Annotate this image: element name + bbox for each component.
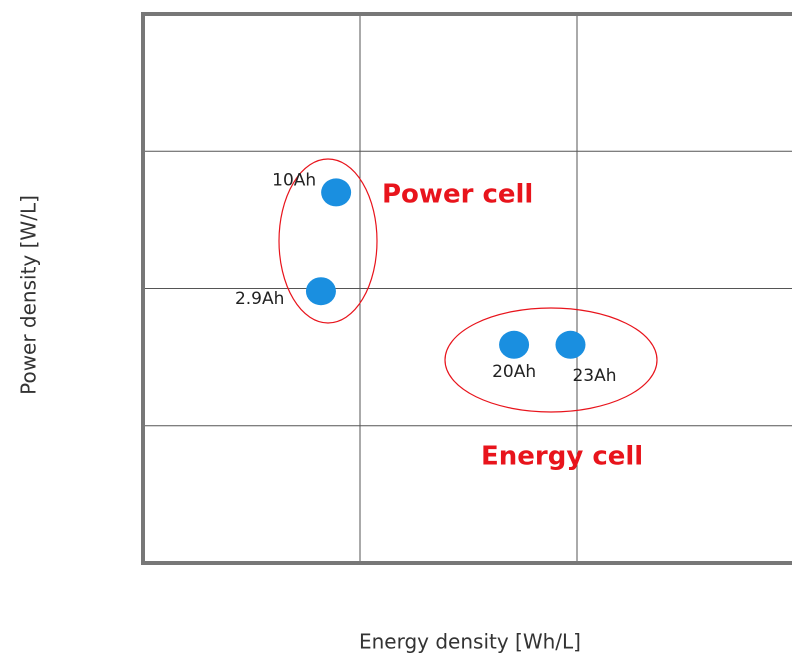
annotation: Power cell [382,180,533,210]
grid [143,14,792,563]
point [321,178,352,207]
point-label: 23Ah [572,366,616,386]
y-axis-label: Power density [W/L] [17,195,41,395]
point-label: 20Ah [492,362,536,382]
energy-cell-ellipse [444,307,658,413]
point-label: 2.9Ah [235,289,284,309]
plot-frame [141,12,792,565]
power-cell-ellipse [278,158,378,324]
annotation: Energy cell [481,442,643,472]
x-axis-label: Energy density [Wh/L] [359,630,581,654]
point [499,330,530,359]
point-label: 10Ah [272,170,316,190]
points: 10Ah 2.9Ah 20Ah 23Ah [235,170,617,385]
point [555,330,586,359]
point [305,277,336,306]
